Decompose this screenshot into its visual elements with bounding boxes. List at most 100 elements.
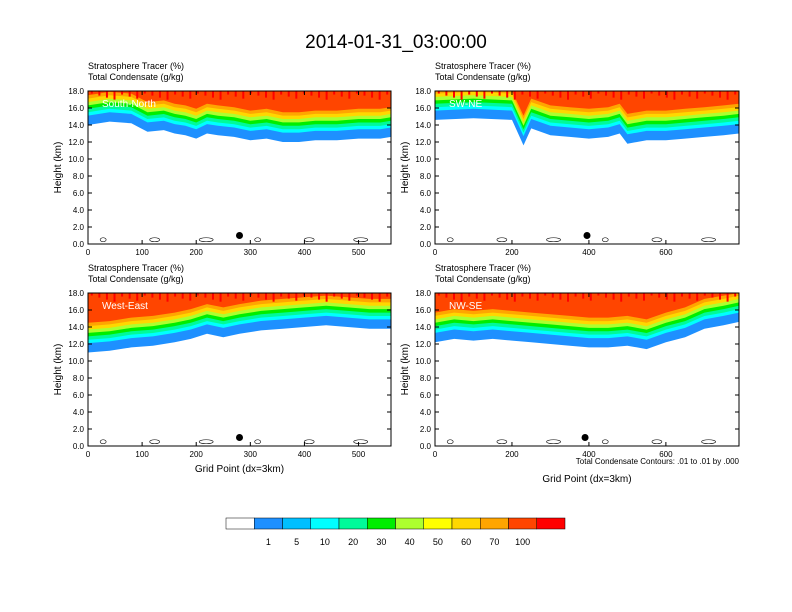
tracer-spike — [453, 293, 455, 300]
tracer-spike — [348, 91, 351, 99]
tracer-spike — [605, 91, 607, 96]
tracer-spike — [453, 91, 455, 98]
tracer-spike — [703, 91, 706, 94]
x-tick-label: 400 — [582, 450, 596, 459]
tracer-spike — [460, 293, 463, 302]
y-tick-label: 18.0 — [68, 289, 84, 298]
tracer-spike — [90, 91, 93, 94]
condensate-contour — [353, 439, 369, 445]
y-tick-label: 16.0 — [68, 104, 84, 113]
x-tick-label: 200 — [505, 450, 519, 459]
y-tick-label: 12.0 — [68, 340, 84, 349]
y-tick-label: 6.0 — [73, 391, 85, 400]
y-tick-label: 10.0 — [68, 155, 84, 164]
tracer-spike — [567, 293, 569, 302]
tracer-spike — [620, 293, 623, 302]
tracer-spike — [121, 91, 124, 95]
x-tick-label: 200 — [505, 248, 519, 257]
tracer-spike — [551, 293, 554, 298]
tracer-spike — [688, 293, 691, 299]
plot-frame — [434, 292, 740, 447]
tracer-spike — [219, 293, 222, 302]
colorbar-label: 5 — [294, 537, 299, 547]
tracer-spike — [612, 293, 615, 300]
tracer-spike — [348, 293, 351, 301]
location-marker — [581, 434, 589, 441]
tracer-spike — [121, 293, 124, 297]
tracer-spike — [280, 91, 283, 95]
tracer-spike — [589, 293, 592, 301]
tracer-spike — [582, 293, 585, 299]
panel-header-tracer: Stratosphere Tracer (%) — [435, 263, 531, 273]
tracer-spike — [521, 293, 524, 297]
tracer-spike — [325, 293, 328, 302]
y-tick-label: 10.0 — [68, 357, 84, 366]
tracer-spike — [673, 91, 676, 100]
y-tick-label: 8.0 — [73, 374, 85, 383]
panel-label: West-East — [102, 301, 148, 312]
colorbar-label: 100 — [515, 537, 530, 547]
tracer-spike — [506, 91, 509, 98]
tracer-spike — [719, 91, 721, 98]
y-tick-label: 8.0 — [73, 172, 85, 181]
tracer-spike — [136, 91, 139, 99]
tracer-spike — [257, 293, 260, 298]
y-tick-label: 4.0 — [73, 206, 85, 215]
x-tick-label: 100 — [135, 248, 149, 257]
tracer-spike — [128, 91, 131, 97]
tracer-fill — [435, 91, 739, 146]
tracer-spike — [181, 293, 184, 299]
tracer-spike — [174, 91, 177, 95]
tracer-spike — [483, 91, 486, 99]
x-tick-label: 0 — [433, 248, 438, 257]
tracer-spike — [688, 91, 691, 97]
y-tick-label: 14.0 — [415, 121, 431, 130]
tracer-spike — [574, 91, 577, 95]
tracer-spike — [536, 293, 539, 301]
colorbar-swatch — [451, 517, 481, 530]
tracer-spike — [658, 91, 661, 96]
tracer-spike — [627, 293, 630, 297]
tracer-spike — [589, 91, 592, 99]
tracer-spike — [491, 91, 493, 94]
y-tick-label: 12.0 — [415, 138, 431, 147]
tracer-spike — [340, 91, 343, 97]
y-axis-label: Height (km) — [53, 142, 64, 194]
tracer-spike — [211, 293, 214, 300]
y-axis-label: Height (km) — [53, 344, 64, 396]
tracer-spike — [98, 91, 101, 96]
tracer-spike — [143, 91, 146, 94]
plot-frame — [434, 90, 740, 245]
tracer-spike — [265, 91, 268, 98]
tracer-spike — [643, 293, 645, 301]
tracer-spike — [295, 91, 298, 99]
y-tick-label: 0.0 — [420, 442, 432, 451]
tracer-spike — [227, 91, 230, 95]
tracer-spike — [265, 293, 268, 300]
tracer-spike — [234, 293, 237, 299]
tracer-spike — [726, 91, 729, 100]
x-tick-label: 300 — [244, 248, 258, 257]
panel-label: NW-SE — [449, 301, 482, 312]
tracer-spike — [551, 91, 554, 96]
tracer-spike — [363, 293, 366, 298]
tracer-spike — [529, 293, 531, 299]
y-tick-label: 10.0 — [415, 357, 431, 366]
tracer-spike — [378, 91, 381, 100]
panel-header-condensate: Total Condensate (g/kg) — [88, 274, 184, 284]
tracer-spike — [681, 293, 683, 297]
tracer-spike — [681, 91, 683, 95]
tracer-spike — [128, 293, 131, 299]
y-tick-label: 0.0 — [420, 240, 432, 249]
tracer-spike — [386, 293, 389, 297]
condensate-contour — [303, 237, 315, 243]
figure-title: 2014-01-31_03:00:00 — [305, 32, 487, 53]
tracer-spike — [242, 293, 245, 301]
y-tick-label: 2.0 — [420, 223, 432, 232]
tracer-spike — [151, 293, 154, 298]
tracer-spike — [536, 91, 539, 99]
condensate-contour — [701, 237, 716, 243]
tracer-spike — [371, 91, 374, 98]
tracer-spike — [673, 293, 676, 302]
y-tick-label: 18.0 — [415, 289, 431, 298]
